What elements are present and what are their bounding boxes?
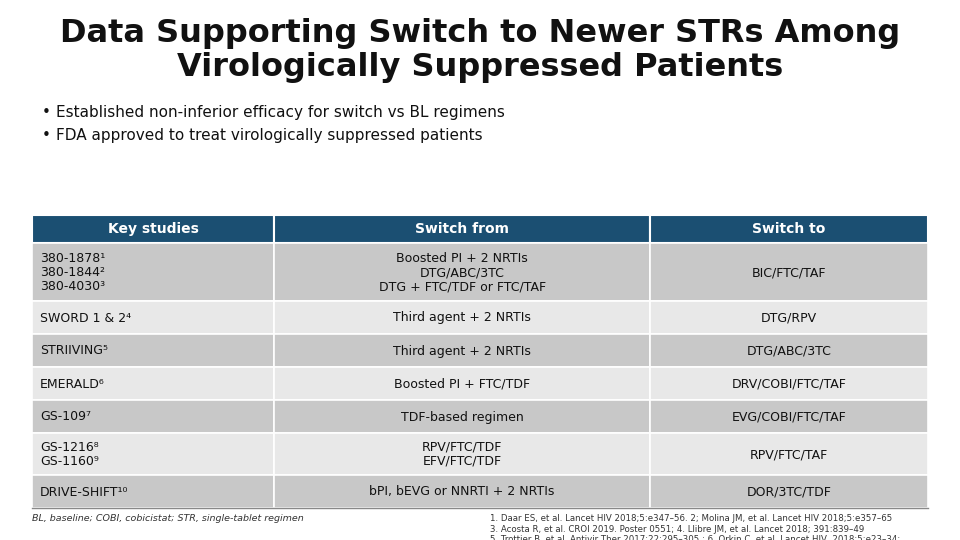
Bar (32, 475, 274, 508)
Text: TDF-based regimen: TDF-based regimen (400, 410, 523, 423)
Text: DTG/ABC/3TC: DTG/ABC/3TC (420, 266, 505, 279)
Bar (32, 400, 274, 433)
Text: Switch to: Switch to (753, 222, 826, 236)
Text: 5. Trottier B, et al. Antivir Ther 2017;22:295–305 ; 6. Orkin C, et al. Lancet H: 5. Trottier B, et al. Antivir Ther 2017;… (490, 535, 900, 540)
Text: Key studies: Key studies (108, 222, 199, 236)
Bar (32, 215, 274, 243)
Bar (274, 400, 650, 433)
Text: 380-1844²: 380-1844² (40, 266, 105, 279)
Bar (650, 400, 928, 433)
Bar (274, 475, 650, 508)
Bar (32, 301, 274, 334)
Text: Switch from: Switch from (415, 222, 509, 236)
Text: DTG/ABC/3TC: DTG/ABC/3TC (747, 345, 831, 357)
Text: Boosted PI + 2 NRTIs: Boosted PI + 2 NRTIs (396, 252, 528, 265)
Bar (274, 301, 650, 334)
Text: BL, baseline; COBI, cobicistat; STR, single-tablet regimen: BL, baseline; COBI, cobicistat; STR, sin… (32, 514, 303, 523)
Text: 3. Acosta R, et al. CROI 2019. Poster 0551; 4. Llibre JM, et al. Lancet 2018; 39: 3. Acosta R, et al. CROI 2019. Poster 05… (490, 524, 864, 534)
Text: Third agent + 2 NRTIs: Third agent + 2 NRTIs (394, 345, 531, 357)
Text: Boosted PI + FTC/TDF: Boosted PI + FTC/TDF (394, 377, 530, 390)
Bar (650, 215, 928, 243)
Text: DTG + FTC/TDF or FTC/TAF: DTG + FTC/TDF or FTC/TAF (378, 280, 545, 293)
Text: Third agent + 2 NRTIs: Third agent + 2 NRTIs (394, 312, 531, 325)
Bar (650, 367, 928, 400)
Bar (32, 433, 274, 475)
Bar (650, 433, 928, 475)
Text: Virologically Suppressed Patients: Virologically Suppressed Patients (177, 52, 783, 83)
Bar (32, 367, 274, 400)
Bar (650, 301, 928, 334)
Bar (32, 334, 274, 367)
Text: EMERALD⁶: EMERALD⁶ (40, 377, 105, 390)
Text: 1. Daar ES, et al. Lancet HIV 2018;5:e347–56. 2; Molina JM, et al. Lancet HIV 20: 1. Daar ES, et al. Lancet HIV 2018;5:e34… (490, 514, 892, 523)
Text: •: • (42, 105, 51, 120)
Text: Established non-inferior efficacy for switch vs BL regimens: Established non-inferior efficacy for sw… (56, 105, 505, 120)
Text: EVG/COBI/FTC/TAF: EVG/COBI/FTC/TAF (732, 410, 847, 423)
Text: RPV/FTC/TAF: RPV/FTC/TAF (750, 448, 828, 461)
Bar (274, 367, 650, 400)
Bar (650, 243, 928, 301)
Text: GS-1216⁸: GS-1216⁸ (40, 441, 99, 454)
Text: 380-4030³: 380-4030³ (40, 280, 106, 293)
Bar (650, 475, 928, 508)
Text: bPI, bEVG or NNRTI + 2 NRTIs: bPI, bEVG or NNRTI + 2 NRTIs (370, 485, 555, 498)
Bar (650, 334, 928, 367)
Text: Data Supporting Switch to Newer STRs Among: Data Supporting Switch to Newer STRs Amo… (60, 18, 900, 49)
Bar (274, 215, 650, 243)
Text: DRIVE-SHIFT¹⁰: DRIVE-SHIFT¹⁰ (40, 485, 129, 498)
Text: DTG/RPV: DTG/RPV (761, 312, 817, 325)
Text: FDA approved to treat virologically suppressed patients: FDA approved to treat virologically supp… (56, 128, 483, 143)
Bar (274, 243, 650, 301)
Text: •: • (42, 128, 51, 143)
Text: GS-109⁷: GS-109⁷ (40, 410, 91, 423)
Text: EFV/FTC/TDF: EFV/FTC/TDF (422, 455, 502, 468)
Bar (274, 334, 650, 367)
Text: RPV/FTC/TDF: RPV/FTC/TDF (421, 441, 502, 454)
Text: DRV/COBI/FTC/TAF: DRV/COBI/FTC/TAF (732, 377, 847, 390)
Text: DOR/3TC/TDF: DOR/3TC/TDF (747, 485, 831, 498)
Bar (32, 243, 274, 301)
Text: 380-1878¹: 380-1878¹ (40, 252, 106, 265)
Text: STRIIVING⁵: STRIIVING⁵ (40, 345, 108, 357)
Bar (274, 433, 650, 475)
Text: GS-1160⁹: GS-1160⁹ (40, 455, 99, 468)
Text: BIC/FTC/TAF: BIC/FTC/TAF (752, 266, 827, 279)
Text: SWORD 1 & 2⁴: SWORD 1 & 2⁴ (40, 312, 132, 325)
